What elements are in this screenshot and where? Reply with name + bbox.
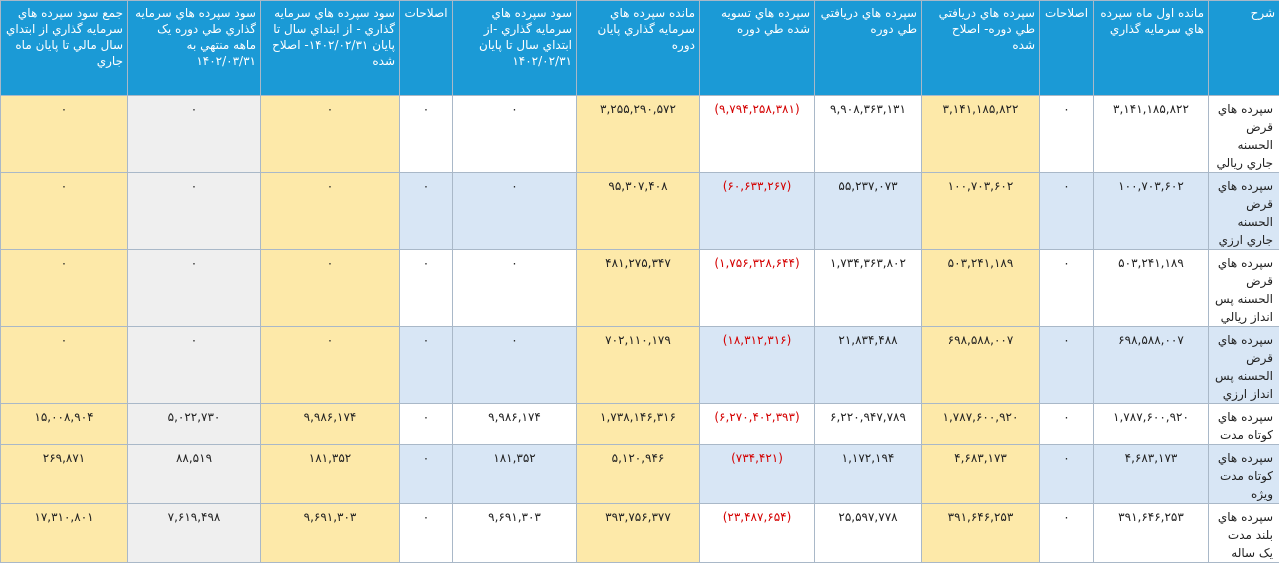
cell-profit-month: ۰ (128, 96, 261, 173)
table-row: سپرده هاي قرض الحسنه جاري ارزي ۱۰۰,۷۰۳,۶… (1, 173, 1279, 250)
cell-adjustments: ۰ (1040, 173, 1094, 250)
cell-received-adjusted: ۱,۷۸۷,۶۰۰,۹۲۰ (922, 404, 1040, 445)
cell-profit-ytd: ۱۸۱,۳۵۲ (453, 445, 577, 504)
cell-settled: (۹,۷۹۴,۲۵۸,۳۸۱) (700, 96, 815, 173)
cell-profit-ytd-adjusted: ۰ (261, 96, 400, 173)
cell-profit-adjustments: ۰ (400, 327, 453, 404)
cell-profit-total: ۰ (1, 173, 128, 250)
col-header-profit-month: سود سپرده هاي سرمايه گذاري طي دوره يک ما… (128, 1, 261, 96)
col-header-profit-total: جمع سود سپرده هاي سرمايه گذاري از ابتداي… (1, 1, 128, 96)
cell-profit-ytd-adjusted: ۰ (261, 173, 400, 250)
cell-opening-balance: ۱۰۰,۷۰۳,۶۰۲ (1094, 173, 1209, 250)
cell-profit-adjustments: ۰ (400, 404, 453, 445)
cell-profit-ytd: ۹,۹۸۶,۱۷۴ (453, 404, 577, 445)
cell-profit-adjustments: ۰ (400, 173, 453, 250)
cell-settled: (۱,۷۵۶,۳۲۸,۶۴۴) (700, 250, 815, 327)
cell-received: ۱,۱۷۲,۱۹۴ (815, 445, 922, 504)
col-header-adjustments: اصلاحات (1040, 1, 1094, 96)
row-description: سپرده هاي کوتاه مدت ويژه (1209, 445, 1279, 504)
cell-profit-ytd-adjusted: ۹,۹۸۶,۱۷۴ (261, 404, 400, 445)
cell-profit-total: ۲۶۹,۸۷۱ (1, 445, 128, 504)
cell-profit-ytd: ۰ (453, 250, 577, 327)
cell-profit-ytd-adjusted: ۱۸۱,۳۵۲ (261, 445, 400, 504)
cell-opening-balance: ۳,۱۴۱,۱۸۵,۸۲۲ (1094, 96, 1209, 173)
cell-adjustments: ۰ (1040, 445, 1094, 504)
row-description: سپرده هاي قرض الحسنه جاري ارزي (1209, 173, 1279, 250)
table-row: سپرده هاي کوتاه مدت ويژه ۴,۶۸۳,۱۷۳ ۰ ۴,۶… (1, 445, 1279, 504)
col-header-received-adjusted: سپرده هاي دريافتي طي دوره- اصلاح شده (922, 1, 1040, 96)
cell-received: ۱,۷۳۴,۳۶۳,۸۰۲ (815, 250, 922, 327)
cell-profit-adjustments: ۰ (400, 96, 453, 173)
cell-profit-month: ۰ (128, 173, 261, 250)
cell-profit-ytd: ۰ (453, 327, 577, 404)
cell-closing-balance: ۳,۲۵۵,۲۹۰,۵۷۲ (577, 96, 700, 173)
cell-closing-balance: ۵,۱۲۰,۹۴۶ (577, 445, 700, 504)
cell-profit-total: ۰ (1, 96, 128, 173)
table-row: سپرده هاي قرض الحسنه جاري ريالي ۳,۱۴۱,۱۸… (1, 96, 1279, 173)
cell-adjustments: ۰ (1040, 96, 1094, 173)
cell-profit-total: ۰ (1, 327, 128, 404)
cell-adjustments: ۰ (1040, 327, 1094, 404)
row-description: سپرده هاي قرض الحسنه پس انداز ارزي (1209, 327, 1279, 404)
cell-profit-adjustments: ۰ (400, 250, 453, 327)
cell-closing-balance: ۴۸۱,۲۷۵,۳۴۷ (577, 250, 700, 327)
cell-received-adjusted: ۳,۱۴۱,۱۸۵,۸۲۲ (922, 96, 1040, 173)
cell-closing-balance: ۱,۷۳۸,۱۴۶,۳۱۶ (577, 404, 700, 445)
col-header-description: شرح (1209, 1, 1279, 96)
cell-profit-month: ۰ (128, 250, 261, 327)
cell-profit-month: ۵,۰۲۲,۷۳۰ (128, 404, 261, 445)
col-header-profit-adjustments: اصلاحات (400, 1, 453, 96)
header-row: شرح مانده اول ماه سپرده هاي سرمايه گذاري… (1, 1, 1279, 96)
cell-adjustments: ۰ (1040, 250, 1094, 327)
row-description: سپرده هاي قرض الحسنه پس انداز ريالي (1209, 250, 1279, 327)
cell-received: ۶,۲۲۰,۹۴۷,۷۸۹ (815, 404, 922, 445)
cell-profit-ytd: ۰ (453, 173, 577, 250)
cell-received: ۵۵,۲۳۷,۰۷۳ (815, 173, 922, 250)
cell-settled: (۶,۲۷۰,۴۰۲,۳۹۳) (700, 404, 815, 445)
cell-profit-month: ۰ (128, 327, 261, 404)
cell-closing-balance: ۷۰۲,۱۱۰,۱۷۹ (577, 327, 700, 404)
cell-profit-ytd-adjusted: ۰ (261, 327, 400, 404)
cell-opening-balance: ۴,۶۸۳,۱۷۳ (1094, 445, 1209, 504)
cell-closing-balance: ۹۵,۳۰۷,۴۰۸ (577, 173, 700, 250)
cell-received-adjusted: ۴,۶۸۳,۱۷۳ (922, 445, 1040, 504)
cell-settled: (۶۰,۶۳۳,۲۶۷) (700, 173, 815, 250)
cell-profit-ytd-adjusted: ۰ (261, 250, 400, 327)
cell-profit-ytd: ۰ (453, 96, 577, 173)
cell-profit-adjustments: ۰ (400, 445, 453, 504)
row-description: سپرده هاي کوتاه مدت (1209, 404, 1279, 445)
row-description: سپرده هاي قرض الحسنه جاري ريالي (1209, 96, 1279, 173)
cell-opening-balance: ۱,۷۸۷,۶۰۰,۹۲۰ (1094, 404, 1209, 445)
cell-settled: (۷۳۴,۴۲۱) (700, 445, 815, 504)
cell-received-adjusted: ۱۰۰,۷۰۳,۶۰۲ (922, 173, 1040, 250)
cell-opening-balance: ۵۰۳,۲۴۱,۱۸۹ (1094, 250, 1209, 327)
col-header-opening-balance: مانده اول ماه سپرده هاي سرمايه گذاري (1094, 1, 1209, 96)
cell-received-adjusted: ۵۰۳,۲۴۱,۱۸۹ (922, 250, 1040, 327)
col-header-settled: سپرده هاي تسويه شده طي دوره (700, 1, 815, 96)
col-header-profit-ytd-adjusted: سود سپرده هاي سرمايه گذاري - از ابتداي س… (261, 1, 400, 96)
cell-received-adjusted: ۶۹۸,۵۸۸,۰۰۷ (922, 327, 1040, 404)
cell-received: ۲۱,۸۳۴,۴۸۸ (815, 327, 922, 404)
cell-settled: (۱۸,۳۱۲,۳۱۶) (700, 327, 815, 404)
cell-profit-total: ۰ (1, 250, 128, 327)
cell-received: ۹,۹۰۸,۳۶۳,۱۳۱ (815, 96, 922, 173)
cell-opening-balance: ۶۹۸,۵۸۸,۰۰۷ (1094, 327, 1209, 404)
table-row: سپرده هاي کوتاه مدت ۱,۷۸۷,۶۰۰,۹۲۰ ۰ ۱,۷۸… (1, 404, 1279, 445)
col-header-profit-ytd: سود سپرده هاي سرمايه گذاري -از ابتداي سا… (453, 1, 577, 96)
col-header-received: سپرده هاي دريافتي طي دوره (815, 1, 922, 96)
table-row: سپرده هاي قرض الحسنه پس انداز ريالي ۵۰۳,… (1, 250, 1279, 327)
cell-adjustments: ۰ (1040, 404, 1094, 445)
col-header-closing-balance: مانده سپرده هاي سرمايه گذاري پايان دوره (577, 1, 700, 96)
cell-profit-total: ۱۵,۰۰۸,۹۰۴ (1, 404, 128, 445)
cell-profit-month: ۸۸,۵۱۹ (128, 445, 261, 504)
table-row: سپرده هاي قرض الحسنه پس انداز ارزي ۶۹۸,۵… (1, 327, 1279, 404)
